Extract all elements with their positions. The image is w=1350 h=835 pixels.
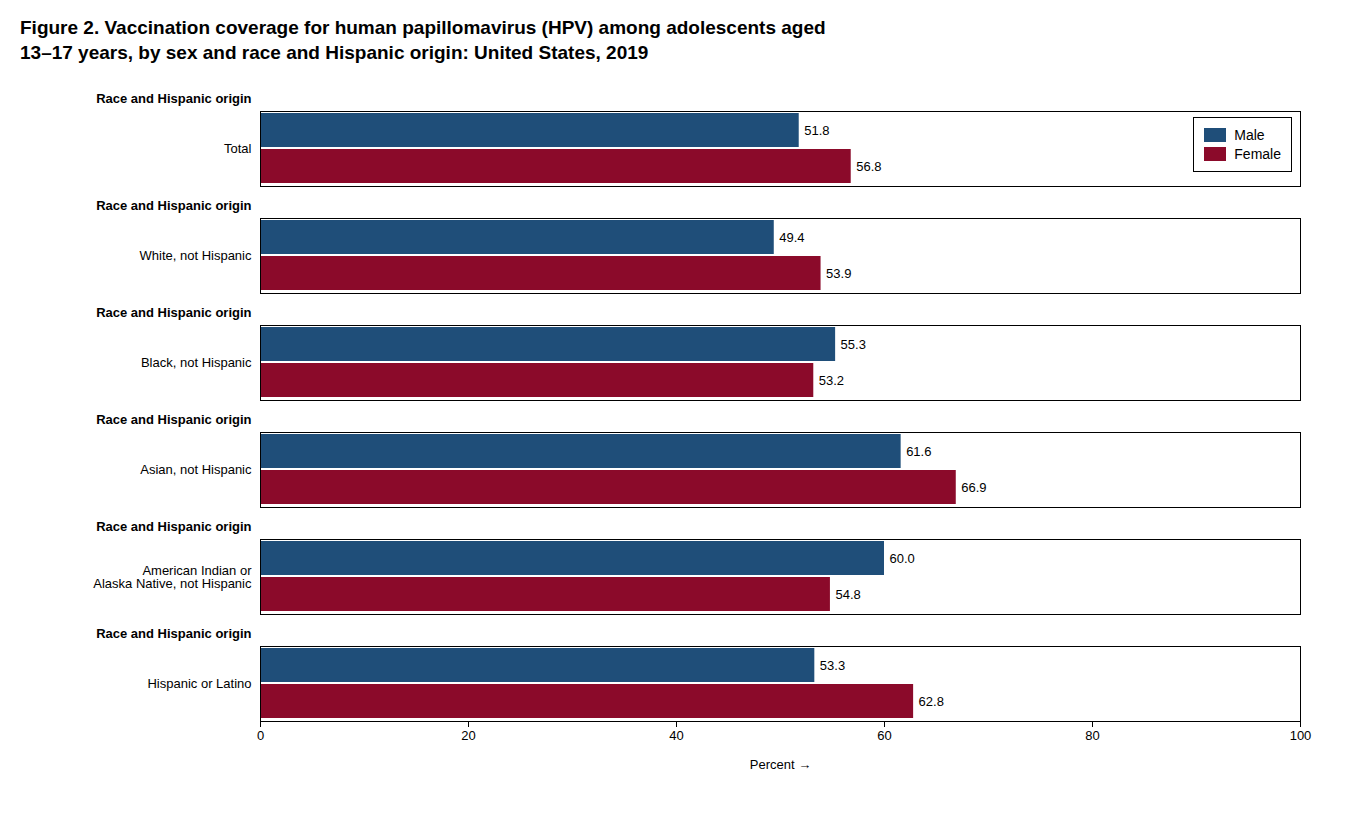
html-text:Female: Female [1234, 146, 1281, 163]
svg-text:62.8: 62.8 [919, 694, 944, 709]
svg-text:60: 60 [877, 728, 891, 743]
svg-text:54.8: 54.8 [835, 587, 860, 602]
svg-text:53.2: 53.2 [819, 373, 844, 388]
svg-text:Black, not Hispanic: Black, not Hispanic [141, 356, 252, 371]
svg-text:53.9: 53.9 [826, 266, 851, 281]
svg-text:56.8: 56.8 [856, 159, 881, 174]
svg-text:61.6: 61.6 [906, 444, 931, 459]
svg-text:40: 40 [669, 728, 683, 743]
svg-text:49.4: 49.4 [779, 230, 804, 245]
svg-text:Percent →: Percent → [750, 757, 811, 772]
svg-text:Race and Hispanic origin: Race and Hispanic origin [96, 305, 251, 320]
svg-text:100: 100 [1290, 728, 1312, 743]
svg-text:66.9: 66.9 [961, 480, 986, 495]
svg-text:Race and Hispanic origin: Race and Hispanic origin [96, 198, 251, 213]
svg-text:Asian, not Hispanic: Asian, not Hispanic [140, 463, 252, 478]
svg-text:White, not Hispanic: White, not Hispanic [140, 249, 252, 264]
svg-text:51.8: 51.8 [804, 123, 829, 138]
svg-text:0: 0 [257, 728, 264, 743]
svg-text:55.3: 55.3 [841, 337, 866, 352]
svg-text:Race and Hispanic origin: Race and Hispanic origin [96, 91, 251, 106]
svg-text:American Indian orAlaska Nativ: American Indian orAlaska Native, not His… [93, 563, 252, 591]
svg-text:Race and Hispanic origin: Race and Hispanic origin [96, 412, 251, 427]
svg-text:Total: Total [224, 142, 252, 157]
svg-text:Hispanic or Latino: Hispanic or Latino [147, 677, 251, 692]
svg-text:80: 80 [1085, 728, 1099, 743]
svg-text:Race and Hispanic origin: Race and Hispanic origin [96, 626, 251, 641]
svg-text:60.0: 60.0 [890, 551, 915, 566]
html-text:Figure 2. Vaccination coverage: Figure 2. Vaccination coverage for human… [20, 17, 826, 63]
svg-text:Race and Hispanic origin: Race and Hispanic origin [96, 519, 251, 534]
html-text:Male: Male [1234, 127, 1265, 144]
svg-text:53.3: 53.3 [820, 658, 845, 673]
svg-text:20: 20 [461, 728, 475, 743]
